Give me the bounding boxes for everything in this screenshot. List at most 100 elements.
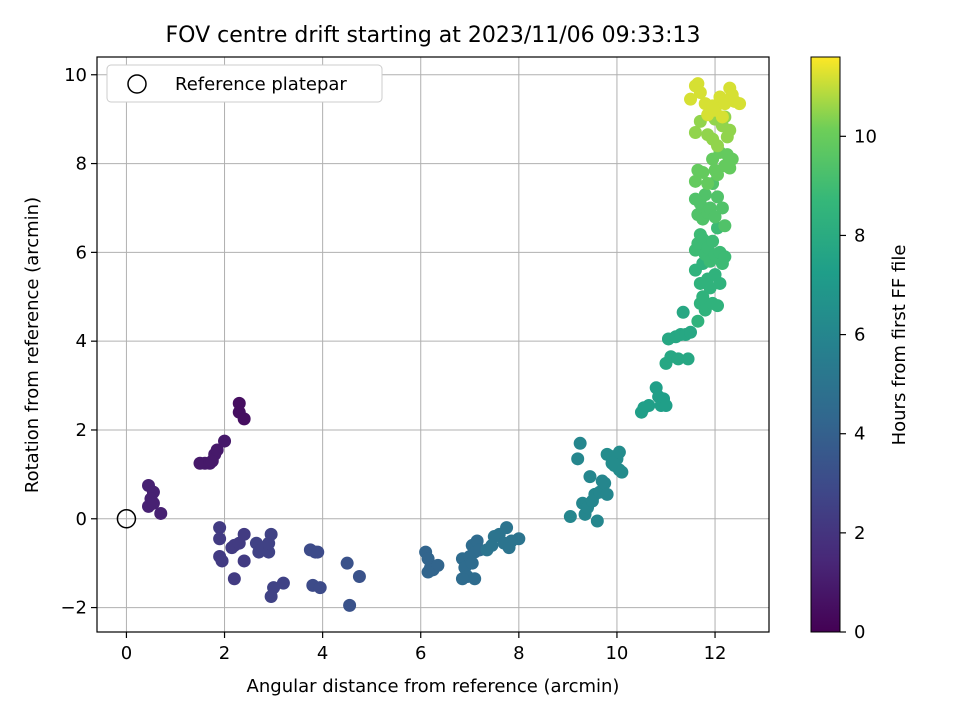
chart-title: FOV centre drift starting at 2023/11/06 … (166, 23, 701, 48)
scatter-point (232, 396, 246, 410)
colorbar-ticks: 0 2 4 6 8 10 (840, 126, 877, 643)
scatter-point (710, 299, 724, 313)
x-axis-ticks: 0 2 4 6 8 10 12 (121, 632, 727, 664)
scatter-point (264, 527, 278, 541)
scatter-point (500, 521, 514, 535)
scatter-point (563, 510, 577, 524)
scatter-point (311, 545, 325, 559)
scatter-point (701, 177, 715, 191)
scatter-point (688, 174, 702, 188)
scatter-point (600, 487, 614, 501)
scatter-point (708, 210, 722, 224)
scatter-point (710, 168, 724, 182)
y-axis-ticks: −2 0 2 4 6 8 10 (60, 65, 97, 619)
scatter-point (612, 445, 626, 459)
scatter-point (455, 572, 469, 586)
reference-platepar-marker (116, 509, 137, 529)
scatter-point (276, 576, 290, 590)
scatter-point (237, 554, 251, 568)
scatter-point (237, 412, 251, 426)
x-tick-label: 4 (317, 643, 328, 664)
scatter-point (590, 514, 604, 528)
scatter-point (262, 545, 276, 559)
scatter-point (703, 281, 717, 295)
scatter-point (718, 250, 732, 264)
scatter-point (213, 521, 227, 535)
scatter-point (718, 219, 732, 233)
scatter-point (352, 569, 366, 583)
scatter-point (733, 97, 747, 111)
scatter-point (659, 399, 673, 413)
x-tick-label: 12 (704, 643, 727, 664)
x-tick-label: 0 (121, 643, 132, 664)
scatter-point (237, 527, 251, 541)
legend-entry-reference-platepar: Reference platepar (175, 74, 347, 95)
colorbar-tick-label: 0 (854, 622, 865, 643)
scatter-point (693, 86, 707, 100)
scatter-point (215, 554, 229, 568)
scatter-point (421, 565, 435, 579)
scatter-point (431, 558, 445, 572)
scatter-point (715, 201, 729, 215)
x-tick-label: 2 (219, 643, 230, 664)
scatter-point (343, 598, 357, 612)
colorbar-tick-label: 6 (854, 325, 865, 346)
scatter-point (671, 352, 685, 366)
scatter-point (684, 92, 698, 106)
scatter-point (718, 97, 732, 111)
grid-lines (97, 57, 769, 632)
scatter-point (723, 123, 737, 137)
x-tick-label: 6 (415, 643, 426, 664)
y-axis-label: Rotation from reference (arcmin) (22, 197, 43, 493)
scatter-point (583, 470, 597, 484)
scatter-point (696, 290, 710, 304)
scatter-point (706, 234, 720, 248)
legend-marker-icon (127, 74, 147, 94)
scatter-point (713, 276, 727, 290)
scatter-point (676, 305, 690, 319)
colorbar-tick-label: 2 (854, 523, 865, 544)
scatter-point (605, 456, 619, 470)
scatter-point (681, 352, 695, 366)
scatter-point (715, 110, 729, 124)
y-tick-label: 4 (76, 331, 87, 352)
scatter-point (465, 556, 479, 570)
scatter-point (698, 188, 712, 202)
scatter-point (710, 139, 724, 153)
scatter-point (573, 436, 587, 450)
scatter-point (468, 572, 482, 586)
scatter-point (598, 476, 612, 490)
x-tick-label: 8 (513, 643, 524, 664)
scatter-point (691, 314, 705, 328)
x-tick-label: 10 (605, 643, 628, 664)
scatter-point (313, 581, 327, 595)
scatter-point (688, 125, 702, 139)
scatter-point (725, 152, 739, 166)
scatter-point (642, 399, 656, 413)
colorbar-tick-label: 8 (854, 225, 865, 246)
scatter-point (146, 496, 160, 510)
scatter-point (264, 589, 278, 603)
scatter-point (210, 443, 224, 457)
scatter-point (684, 325, 698, 339)
scatter-point (615, 465, 629, 479)
colorbar-tick-label: 10 (854, 126, 877, 147)
y-tick-label: 10 (64, 65, 87, 86)
scatter-point (688, 192, 702, 206)
scatter-point (340, 556, 354, 570)
scatter-point (710, 190, 724, 204)
colorbar-label: Hours from first FF file (889, 245, 910, 446)
y-tick-label: 0 (76, 509, 87, 530)
scatter-point (218, 434, 232, 448)
scatter-point (512, 532, 526, 546)
legend: Reference platepar (106, 64, 383, 103)
plot-frame (96, 56, 770, 633)
x-axis-label: Angular distance from reference (arcmin) (247, 676, 620, 697)
y-tick-label: 8 (76, 154, 87, 175)
scatter-point (696, 165, 710, 179)
scatter-point (227, 572, 241, 586)
scatter-point (213, 532, 227, 546)
scatter-point (154, 506, 168, 520)
y-tick-label: −2 (60, 598, 87, 619)
